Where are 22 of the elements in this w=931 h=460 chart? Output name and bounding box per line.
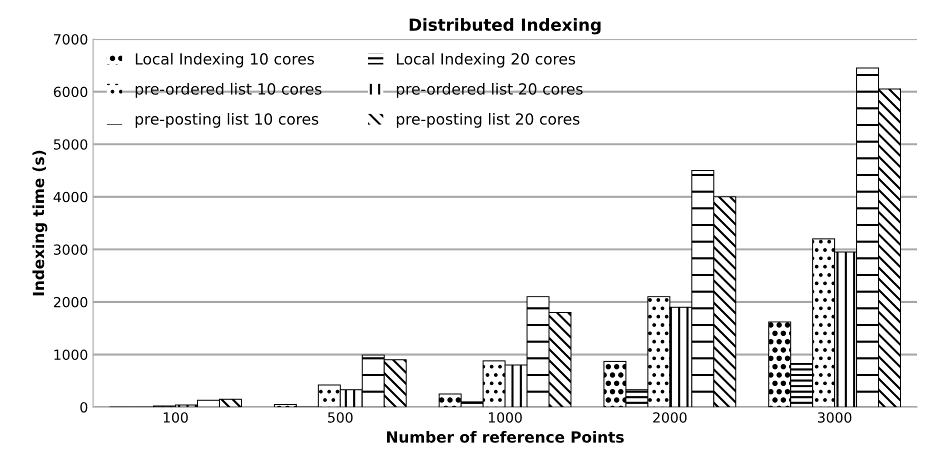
y-tick-label: 4000	[54, 192, 88, 202]
legend-label: pre-ordered list 20 cores	[396, 82, 583, 98]
legend-label: Local Indexing 20 cores	[397, 52, 576, 68]
x-tick-label: 100	[164, 412, 188, 423]
y-axis-title: Indexing time (s)	[32, 150, 48, 296]
legend-label: Local Indexing 10 cores	[136, 52, 314, 68]
y-tick-label: 5000	[54, 139, 88, 150]
y-tick-label: 2000	[54, 296, 88, 308]
y-tick-label: 0	[80, 402, 88, 413]
legend-label: pre-posting list 10 cores	[136, 112, 318, 128]
x-tick-label: 1000	[488, 412, 522, 423]
x-tick-label: 3000	[818, 412, 852, 423]
y-tick-label: 1000	[54, 349, 88, 360]
y-tick-label: 3000	[54, 244, 88, 255]
x-axis-title: Number of reference Points	[387, 430, 624, 443]
x-tick-label: 2000	[653, 412, 687, 423]
chart-title: Distributed Indexing	[410, 18, 601, 34]
y-tick-label: 6000	[54, 86, 88, 98]
legend-label: pre-ordered list 10 cores	[136, 82, 322, 98]
x-tick-label: 500	[328, 412, 353, 423]
y-tick-label: 7000	[54, 34, 88, 45]
legend-label: pre-posting list 20 cores	[396, 112, 580, 128]
